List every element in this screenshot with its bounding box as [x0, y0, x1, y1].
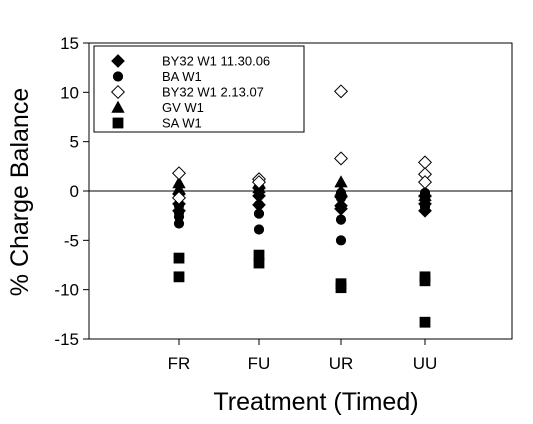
data-point: [333, 151, 349, 166]
data-point: [418, 203, 432, 218]
legend-label: BA W1: [162, 69, 202, 84]
data-point: [251, 175, 267, 190]
data-point: [417, 175, 433, 190]
data-point: [253, 257, 265, 269]
legend-marker: [112, 117, 124, 129]
y-axis-title: % Charge Balance: [6, 88, 34, 296]
data-point: [173, 218, 185, 229]
legend-marker: [111, 54, 125, 68]
legend-marker: [111, 100, 125, 113]
data-point: [172, 203, 186, 218]
legend-label: SA W1: [162, 116, 202, 131]
y-tick-label: -10: [54, 281, 79, 300]
data-point: [253, 224, 265, 235]
data-point: [334, 184, 348, 197]
legend-label: GV W1: [162, 100, 204, 115]
legend-marker: [112, 71, 124, 82]
data-point: [335, 235, 347, 246]
x-tick-label: UR: [329, 354, 354, 373]
legend-label: BY32 W1 2.13.07: [162, 85, 264, 100]
data-point: [171, 190, 187, 205]
points-layer: [171, 84, 433, 328]
data-point: [173, 271, 185, 283]
legend-label: BY32 W1 11.30.06: [162, 54, 270, 69]
y-tick-label: -5: [64, 231, 79, 250]
data-point: [419, 275, 431, 287]
data-point: [173, 252, 185, 264]
data-point: [419, 316, 431, 328]
y-tick-label: 0: [70, 182, 79, 201]
data-point: [335, 282, 347, 294]
axes-layer: 15 10 5 0 -5 -10 -15 FR FU UR UU: [54, 34, 513, 373]
data-point: [417, 155, 433, 170]
y-tick-label: 15: [60, 34, 79, 53]
x-tick-label: FU: [248, 354, 271, 373]
legend-marker: [110, 84, 126, 100]
data-point: [333, 84, 349, 99]
data-point: [252, 197, 266, 212]
x-axis-title: Treatment (Timed): [213, 388, 418, 416]
data-point: [418, 189, 432, 202]
y-tick-label: -15: [54, 330, 79, 349]
data-point: [334, 201, 348, 216]
x-tick-label: UU: [413, 354, 438, 373]
legend-box: [93, 45, 305, 133]
x-tick-label: FR: [168, 354, 191, 373]
data-point: [335, 214, 347, 225]
data-point: [171, 166, 187, 181]
y-tick-label: 10: [60, 83, 79, 102]
y-tick-label: 5: [70, 133, 79, 152]
